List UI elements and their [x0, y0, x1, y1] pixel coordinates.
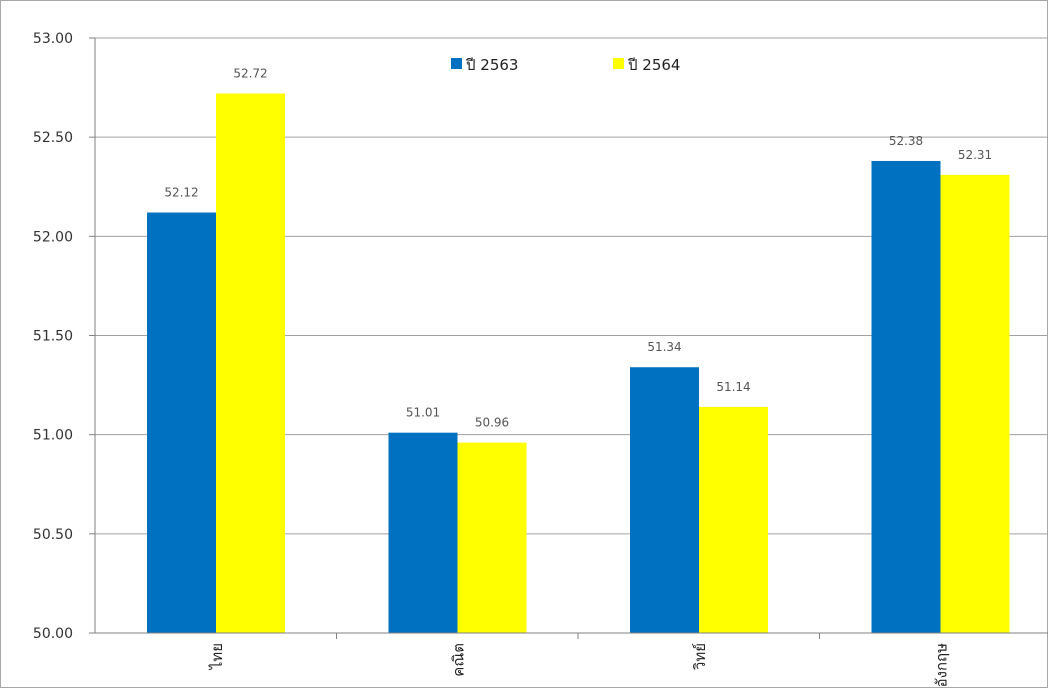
- bar: [147, 212, 216, 634]
- data-label: 50.96: [475, 416, 509, 430]
- y-tick-label: 53.00: [33, 31, 73, 47]
- y-tick-label: 50.00: [33, 626, 73, 642]
- y-tick-label: 50.50: [33, 527, 73, 543]
- legend-swatch: [451, 58, 462, 69]
- labels: 50.00 50.50 51.00 51.50 52.00 52.50 53.00 52.12…: [33, 31, 992, 687]
- data-label: 52.38: [889, 134, 923, 148]
- bar: [940, 174, 1010, 633]
- bar: [457, 442, 527, 633]
- y-tick-label: 52.50: [33, 130, 73, 146]
- data-label: 52.12: [164, 186, 198, 200]
- data-label: 51.34: [647, 340, 681, 354]
- category-label: คณิต: [450, 643, 468, 677]
- data-label: 52.31: [958, 148, 992, 162]
- legend-swatch: [613, 58, 624, 69]
- data-label: 52.72: [233, 67, 267, 81]
- y-tick-label: 51.00: [33, 428, 73, 444]
- axes: [89, 37, 1048, 639]
- bars: [147, 93, 1010, 634]
- category-label: อังกฤษ: [933, 643, 951, 687]
- legend-entry: ปี 2563: [465, 56, 518, 74]
- category-label: ไทย: [208, 643, 226, 670]
- bar: [388, 432, 458, 633]
- y-tick-label: 51.50: [33, 329, 73, 345]
- data-label: 51.01: [406, 406, 440, 420]
- bar: [871, 160, 941, 633]
- bar: [630, 367, 699, 633]
- legend: ปี 2563 ปี 2564: [451, 56, 680, 74]
- bar: [216, 93, 285, 634]
- category-label: วิทย์: [691, 643, 709, 671]
- data-label: 51.14: [716, 380, 750, 394]
- y-tick-label: 52.00: [33, 229, 73, 245]
- bar: [699, 406, 768, 633]
- legend-entry: ปี 2564: [627, 56, 680, 74]
